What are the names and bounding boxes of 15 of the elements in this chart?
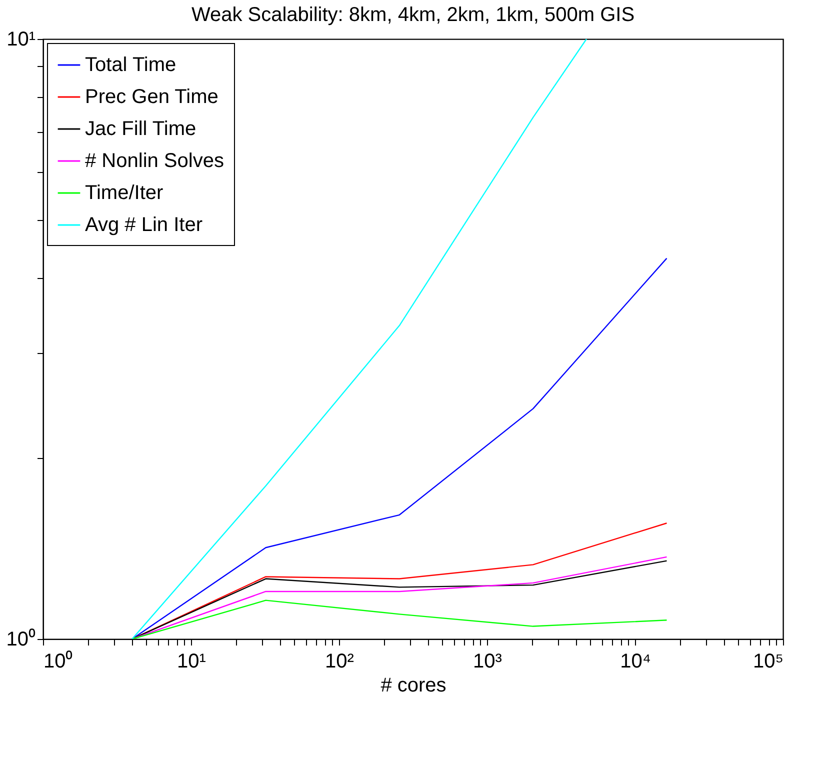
x-tick-label: 10⁵ <box>752 650 784 672</box>
x-axis-title: # cores <box>380 674 446 696</box>
legend-label: # Nonlin Solves <box>85 150 224 172</box>
x-tick-label: 10⁰ <box>44 650 73 672</box>
legend-label: Time/Iter <box>85 182 164 204</box>
x-tick-label: 10¹ <box>177 650 206 672</box>
x-tick-label: 10² <box>325 650 354 672</box>
line-series <box>132 600 668 639</box>
x-tick-label: 10³ <box>473 650 502 672</box>
legend-label: Total Time <box>85 54 176 76</box>
legend-label: Avg # Lin Iter <box>85 214 203 236</box>
legend-label: Jac Fill Time <box>85 118 196 140</box>
legend-label: Prec Gen Time <box>85 86 218 108</box>
chart-title: Weak Scalability: 8km, 4km, 2km, 1km, 500m GIS <box>191 4 635 26</box>
x-tick-label: 10⁴ <box>620 650 651 672</box>
